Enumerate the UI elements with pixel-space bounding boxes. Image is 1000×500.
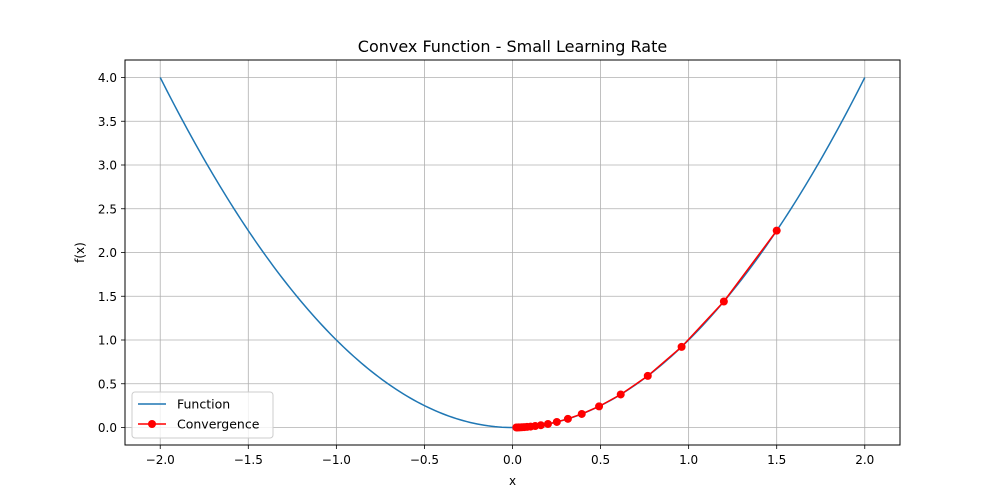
convergence-point	[577, 409, 586, 418]
x-tick-label: 0.0	[503, 453, 522, 467]
convergence-line	[516, 230, 778, 429]
convergence-point	[616, 390, 625, 399]
legend-function-label: Function	[177, 397, 230, 412]
legend-convergence-label: Convergence	[177, 417, 260, 432]
x-tick-label: 2.0	[855, 453, 874, 467]
y-tick-label: 0.5	[98, 377, 117, 391]
convergence-point	[595, 402, 604, 411]
convergence-point	[643, 371, 652, 380]
convergence-point	[512, 423, 521, 432]
x-tick-label: 1.0	[679, 453, 698, 467]
y-tick-label: 1.5	[98, 290, 117, 304]
x-tick-label: 0.5	[591, 453, 610, 467]
legend: Function Convergence	[131, 391, 274, 439]
x-tick-label: −0.5	[410, 453, 439, 467]
convergence-point	[543, 419, 552, 428]
y-axis-label: f(x)	[73, 242, 87, 263]
y-tick-label: 0.0	[98, 421, 117, 435]
x-axis-ticks: −2.0 −1.5 −1.0 −0.5 0.0 0.5 1.0 1.5 2.0	[146, 445, 874, 467]
convergence-point	[719, 297, 728, 306]
x-tick-label: 1.5	[767, 453, 786, 467]
x-tick-label: −1.0	[322, 453, 351, 467]
convergence-point	[563, 414, 572, 423]
y-axis-ticks: 0.0 0.5 1.0 1.5 2.0 2.5 3.0 3.5 4.0	[98, 71, 125, 435]
convergence-point	[772, 226, 781, 235]
y-tick-label: 3.5	[98, 115, 117, 129]
convergence-point	[552, 417, 561, 426]
y-tick-label: 2.0	[98, 246, 117, 260]
convergence-point	[677, 342, 686, 351]
convergence-series	[512, 226, 781, 432]
y-tick-label: 2.5	[98, 202, 117, 216]
legend-convergence-marker	[148, 420, 156, 428]
y-tick-label: 1.0	[98, 334, 117, 348]
legend-box	[131, 391, 274, 439]
chart-title: Convex Function - Small Learning Rate	[358, 37, 667, 56]
y-tick-label: 4.0	[98, 71, 117, 85]
grid-lines	[125, 60, 900, 445]
x-tick-label: −1.5	[234, 453, 263, 467]
x-tick-label: −2.0	[146, 453, 175, 467]
y-tick-label: 3.0	[98, 159, 117, 173]
x-axis-label: x	[509, 474, 516, 488]
